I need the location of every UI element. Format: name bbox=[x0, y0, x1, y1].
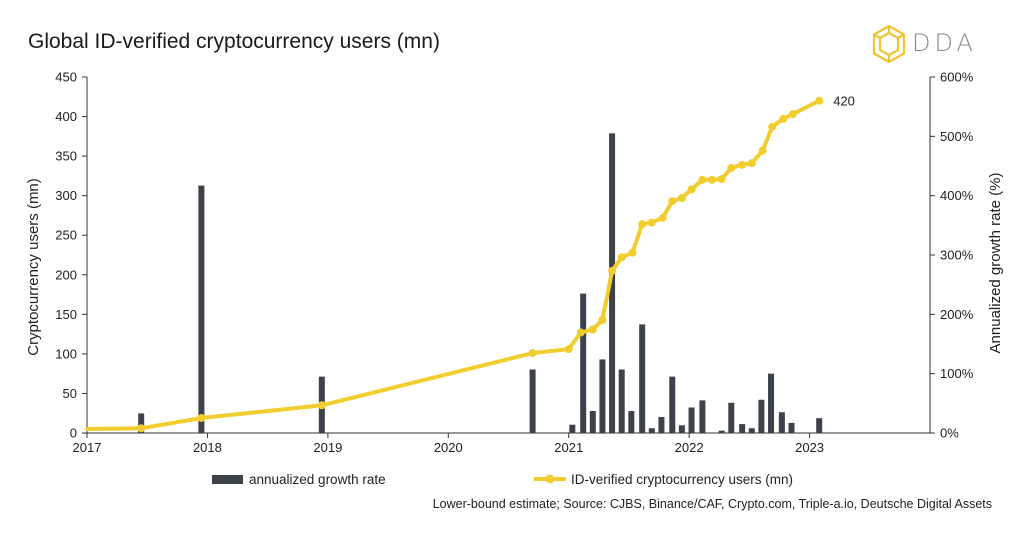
y-left-tick-label: 0 bbox=[70, 426, 77, 441]
line-point bbox=[677, 194, 686, 203]
line-point bbox=[197, 413, 206, 422]
line-point bbox=[779, 114, 788, 123]
y-left-tick-label: 450 bbox=[55, 70, 77, 85]
line-point bbox=[617, 253, 626, 262]
y-left-tick-label: 300 bbox=[55, 188, 77, 203]
y-left-tick-label: 50 bbox=[63, 386, 77, 401]
bar bbox=[609, 133, 616, 433]
line-point bbox=[768, 122, 777, 131]
dda-logo-text: DDA bbox=[912, 29, 977, 57]
line-point bbox=[564, 345, 573, 354]
x-tick-label: 2017 bbox=[73, 440, 102, 455]
bar bbox=[768, 373, 775, 433]
line-series bbox=[85, 96, 824, 433]
bar bbox=[639, 324, 646, 433]
y-right-tick-label: 0% bbox=[940, 426, 959, 441]
line-point bbox=[727, 163, 736, 172]
bar bbox=[589, 411, 596, 433]
bar bbox=[628, 411, 635, 433]
x-tick-label: 2020 bbox=[434, 440, 463, 455]
line-point bbox=[788, 110, 797, 119]
line-point bbox=[747, 159, 756, 168]
bar bbox=[138, 413, 145, 433]
y-right-tick-label: 300% bbox=[940, 248, 974, 263]
line-point bbox=[708, 175, 717, 184]
line-point bbox=[717, 175, 726, 184]
y-left-tick-label: 400 bbox=[55, 109, 77, 124]
line-point bbox=[647, 218, 656, 227]
bar bbox=[778, 412, 785, 433]
x-tick-label: 2022 bbox=[675, 440, 704, 455]
line-point bbox=[758, 146, 767, 155]
bar bbox=[688, 407, 695, 433]
line-point bbox=[576, 328, 585, 337]
x-tick-label: 2018 bbox=[193, 440, 222, 455]
legend-bar-swatch bbox=[212, 475, 243, 484]
chart-canvas: 0 50 100 150 200 250 300 350 400 450 0% 100% 200% 300… bbox=[25, 70, 1004, 488]
bar bbox=[788, 422, 795, 433]
bar bbox=[648, 428, 655, 433]
legend-line-marker bbox=[545, 474, 555, 484]
line-point bbox=[608, 266, 617, 275]
x-tick-label: 2023 bbox=[795, 440, 824, 455]
y-left-axis-title: Cryptocurrency users (mn) bbox=[25, 178, 42, 356]
legend-bar-label: annualized growth rate bbox=[249, 472, 386, 487]
bar bbox=[816, 418, 823, 433]
legend: annualized growth rate ID-verified crypto… bbox=[212, 472, 793, 487]
bar bbox=[529, 369, 536, 433]
line-point bbox=[628, 248, 637, 257]
y-left-tick-label: 150 bbox=[55, 307, 77, 322]
line-point bbox=[738, 160, 747, 169]
line-point bbox=[588, 325, 597, 334]
x-tick-label: 2019 bbox=[313, 440, 342, 455]
bar bbox=[198, 185, 205, 433]
y-right-tick-label: 400% bbox=[940, 188, 974, 203]
line-point bbox=[317, 401, 326, 410]
x-tick-label: 2021 bbox=[554, 440, 583, 455]
line-point bbox=[598, 315, 607, 324]
y-left-tick-label: 350 bbox=[55, 149, 77, 164]
y-right-axis-title: Annualized growth rate (%) bbox=[987, 173, 1004, 354]
y-left-tick-label: 100 bbox=[55, 346, 77, 361]
users-line bbox=[85, 98, 822, 431]
bar bbox=[758, 399, 765, 433]
bar bbox=[658, 416, 665, 433]
line-point bbox=[698, 175, 707, 184]
bar bbox=[569, 424, 576, 433]
bar bbox=[669, 376, 676, 433]
line-point bbox=[658, 213, 667, 222]
line-point bbox=[638, 220, 647, 229]
axes bbox=[82, 76, 935, 438]
axis-labels: 0 50 100 150 200 250 300 350 400 450 0% 100% 200% 300… bbox=[25, 70, 1004, 456]
bar bbox=[618, 369, 625, 433]
chart-title: Global ID-verified cryptocurrency users … bbox=[28, 30, 440, 53]
bar bbox=[599, 359, 606, 433]
legend-line-label: ID-verified cryptocurrency users (mn) bbox=[571, 472, 793, 487]
dda-logo: DDA bbox=[870, 24, 1000, 64]
y-right-tick-label: 500% bbox=[940, 129, 974, 144]
bar bbox=[580, 293, 587, 433]
bar bbox=[748, 428, 755, 433]
bar bbox=[699, 400, 706, 433]
bar bbox=[739, 424, 746, 433]
y-right-tick-label: 100% bbox=[940, 366, 974, 381]
bar bbox=[718, 430, 725, 433]
dda-logo-icon bbox=[872, 24, 906, 64]
bar bbox=[678, 425, 685, 433]
line-point bbox=[815, 96, 824, 105]
bar-series bbox=[138, 133, 823, 433]
end-value-label: 420 bbox=[833, 94, 855, 109]
line-point bbox=[528, 349, 537, 358]
y-left-tick-label: 250 bbox=[55, 228, 77, 243]
y-right-tick-label: 200% bbox=[940, 307, 974, 322]
line-point bbox=[668, 197, 677, 206]
line-point bbox=[687, 185, 696, 194]
y-left-tick-label: 200 bbox=[55, 267, 77, 282]
y-right-tick-label: 600% bbox=[940, 70, 974, 85]
bar bbox=[728, 402, 735, 433]
source-note: Lower-bound estimate; Source: CJBS, Bina… bbox=[432, 497, 992, 511]
line-point bbox=[137, 424, 146, 433]
